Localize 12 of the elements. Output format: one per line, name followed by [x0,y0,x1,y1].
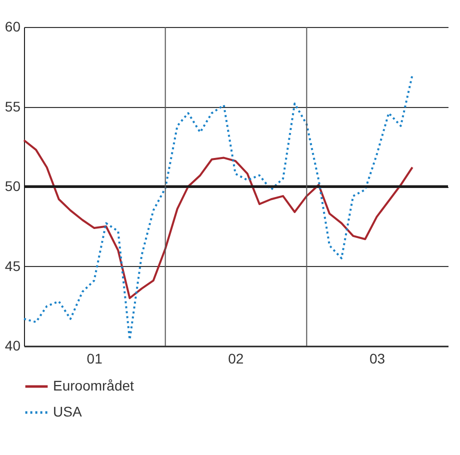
line-series [23,74,414,341]
legend-label: USA [53,404,82,420]
y-tick-label: 55 [4,98,21,114]
x-tick-label: 01 [86,350,103,366]
y-tick-label: 45 [4,258,21,274]
legend-label: Euroområdet [53,378,134,394]
line-series [23,139,414,300]
x-tick-label: 02 [228,350,244,366]
x-tick-label: 03 [369,350,386,366]
y-tick-label: 60 [4,18,21,34]
y-tick-label: 40 [4,338,21,354]
y-tick-label: 50 [4,178,21,194]
